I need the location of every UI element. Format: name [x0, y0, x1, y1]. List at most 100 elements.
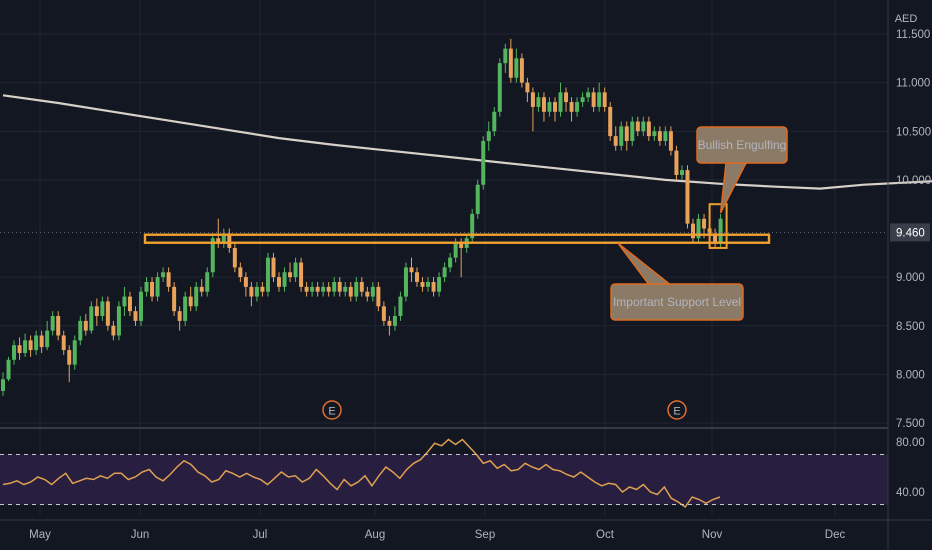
candle-body [442, 267, 447, 278]
candle-body [271, 257, 276, 278]
candle-body [277, 277, 281, 287]
x-tick-label: Nov [702, 529, 723, 541]
y-tick-label: 7.500 [896, 418, 925, 430]
candle-body [199, 286, 204, 292]
candle-body [288, 272, 293, 278]
candle-body [45, 330, 50, 348]
y-tick-label: 8.000 [896, 369, 925, 381]
candle-body [1, 379, 5, 391]
candle-body [481, 140, 486, 185]
candle-body [116, 306, 121, 336]
candle-body [691, 223, 695, 239]
candle-body [453, 243, 458, 258]
y-tick-label: 8.500 [896, 321, 925, 333]
candle-body [122, 296, 127, 307]
candle-body [398, 296, 403, 317]
candle-body [685, 170, 690, 224]
x-tick-label: Oct [596, 529, 615, 541]
candle-body [210, 238, 215, 273]
candle-body [459, 243, 464, 248]
x-tick-label: Dec [825, 529, 846, 541]
candle-body [525, 82, 530, 93]
earnings-marker [667, 400, 687, 420]
callout-support-level: Important Support Level [613, 295, 741, 309]
candle-body [243, 277, 248, 287]
candle-body [696, 218, 701, 239]
callout-bullish-engulfing: Bullish Engulfing [698, 138, 787, 152]
y-tick-label: 11.000 [896, 78, 930, 90]
candle-body [657, 131, 662, 141]
candle-body [663, 131, 668, 141]
candle-body [365, 291, 370, 297]
callout-box [696, 126, 788, 164]
candle-body [514, 58, 519, 78]
rsi-line [2, 438, 721, 509]
candle-body [61, 335, 66, 351]
rsi-band [0, 454, 888, 505]
candle-body [635, 121, 640, 132]
candle-body [127, 296, 132, 312]
candle-body [702, 218, 707, 229]
candle-body [50, 316, 55, 331]
candle-body [564, 92, 569, 103]
candle-body [56, 316, 61, 336]
candle-body [503, 48, 508, 64]
candle-body [624, 126, 629, 141]
x-tick-label: Jun [131, 529, 150, 541]
candle-body [486, 131, 491, 141]
candle-body [602, 92, 607, 107]
candle-body [343, 286, 348, 292]
x-tick-label: Aug [365, 529, 385, 541]
earnings-label: E [328, 406, 335, 418]
candle-body [227, 233, 232, 248]
candle-body [249, 286, 254, 297]
candle-body [591, 92, 596, 107]
candle-body [431, 281, 436, 292]
candle-body [558, 92, 563, 112]
annotations: Bullish Engulfing Important Support Level [610, 126, 788, 321]
candle-body [254, 286, 259, 297]
candle-body [139, 291, 143, 321]
candle-body [72, 340, 77, 365]
candle-body [619, 126, 624, 146]
candle-body [497, 63, 502, 112]
candle-body [326, 286, 331, 292]
candle-body [67, 350, 72, 365]
candle-body [155, 277, 160, 297]
candle-body [78, 320, 83, 341]
candle-body [144, 281, 149, 292]
candle-body [172, 286, 177, 312]
candles [1, 38, 723, 396]
candle-body [630, 121, 635, 141]
candle-body [530, 92, 535, 107]
candle-body [23, 340, 28, 353]
candle-body [177, 311, 182, 321]
candle-body [188, 296, 193, 307]
candle-body [492, 111, 497, 132]
candle-body [221, 233, 226, 244]
callout-box [610, 283, 744, 321]
candle-body [580, 97, 585, 103]
rsi-tick-label: 40.00 [896, 487, 925, 499]
candle-body [183, 296, 188, 321]
x-tick-label: Jul [253, 529, 268, 541]
rsi-panel [0, 438, 888, 509]
candle-body [608, 106, 613, 137]
rsi-tick-label: 80.00 [896, 437, 925, 449]
candle-body [392, 316, 397, 326]
candle-body [426, 281, 431, 287]
candle-body [541, 97, 546, 112]
candle-body [420, 281, 425, 287]
candle-body [718, 218, 723, 244]
candle-body [293, 262, 298, 278]
candle-body [83, 320, 88, 331]
candle-body [105, 301, 110, 326]
candle-body [415, 272, 419, 282]
candle-body [403, 267, 408, 297]
candle-body [216, 238, 221, 244]
candle-body [668, 131, 673, 151]
candle-body [387, 320, 392, 326]
candle-body [332, 281, 337, 292]
